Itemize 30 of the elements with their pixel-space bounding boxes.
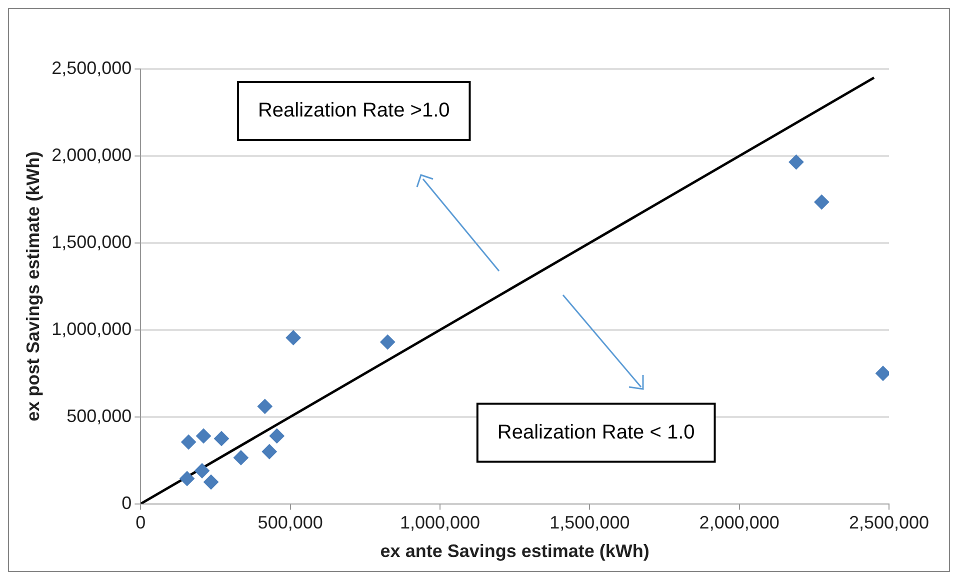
point — [181, 434, 196, 450]
point — [180, 471, 195, 486]
y-axis-title: ex post Savings estimate (kWh) — [22, 151, 43, 422]
point — [286, 330, 301, 346]
y-tick-label: 2,500,000 — [52, 58, 132, 78]
x-tick-label: 0 — [136, 512, 146, 533]
x-tick-label: 1,500,000 — [550, 512, 630, 533]
point — [380, 334, 396, 350]
point — [788, 154, 804, 170]
point — [204, 474, 219, 490]
y-tick-label: 1,000,000 — [52, 318, 132, 339]
point — [194, 463, 210, 478]
x-tick-label: 1,000,000 — [400, 512, 480, 533]
y-tick-label: 2,000,000 — [52, 144, 132, 165]
point — [196, 428, 212, 444]
point — [214, 431, 229, 446]
y-tick-label: 1,500,000 — [52, 232, 132, 252]
x-axis-title: ex ante Savings estimate (kWh) — [380, 541, 650, 562]
y-tick-label: 500,000 — [66, 406, 132, 426]
x-tick-label: 500,000 — [258, 512, 323, 533]
point — [262, 444, 277, 460]
point — [269, 428, 284, 444]
point — [257, 398, 272, 414]
annotation: Realization Rate >1.0 — [258, 100, 450, 122]
point — [814, 194, 830, 210]
x-tick-label: 2,000,000 — [699, 512, 780, 533]
annotation: Realization Rate < 1.0 — [497, 421, 695, 444]
point — [233, 450, 248, 466]
y-tick-label: 0 — [122, 492, 132, 513]
x-tick-label: 2,500,000 — [848, 512, 930, 533]
